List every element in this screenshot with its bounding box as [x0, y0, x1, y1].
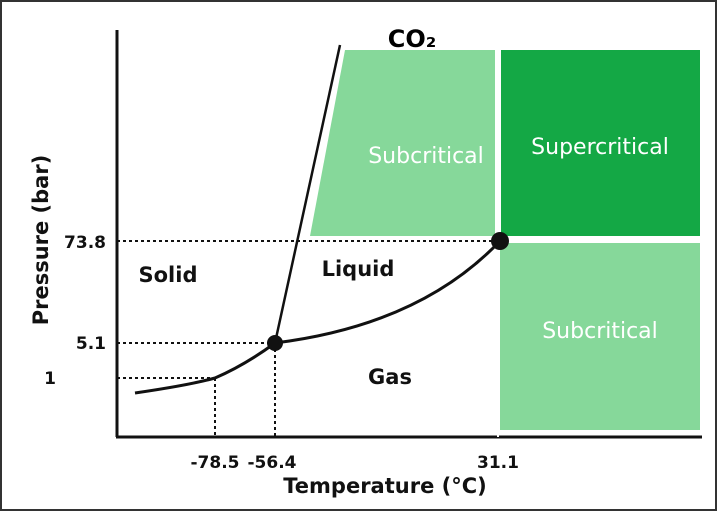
sublimation-curve: [134, 341, 276, 395]
x-tick-label: 31.1: [477, 453, 519, 473]
region-label: Subcritical: [542, 319, 658, 344]
vaporization-curve: [274, 239, 502, 345]
x-axis-label: Temperature (°C): [283, 474, 486, 498]
x-tick-label: -78.5: [191, 453, 240, 473]
y-tick-label: 1: [44, 369, 56, 389]
critical-point: [491, 232, 509, 250]
region-label: Gas: [368, 365, 412, 389]
y-axis-label: Pressure (bar): [29, 155, 53, 326]
region-label: Solid: [139, 263, 198, 287]
region-label: Liquid: [322, 257, 395, 281]
title: CO₂: [388, 25, 437, 53]
supercritical-region: [501, 50, 700, 236]
subcritical-right-region: [500, 243, 700, 430]
subcritical-top-region: [310, 50, 495, 236]
region-label: Subcritical: [368, 144, 484, 169]
melting-curve: [273, 44, 342, 344]
y-tick-label: 73.8: [64, 233, 106, 253]
x-tick-label: -56.4: [248, 453, 297, 473]
region-label: Supercritical: [531, 135, 669, 160]
triple-point: [267, 335, 283, 351]
y-tick-label: 5.1: [76, 334, 106, 354]
